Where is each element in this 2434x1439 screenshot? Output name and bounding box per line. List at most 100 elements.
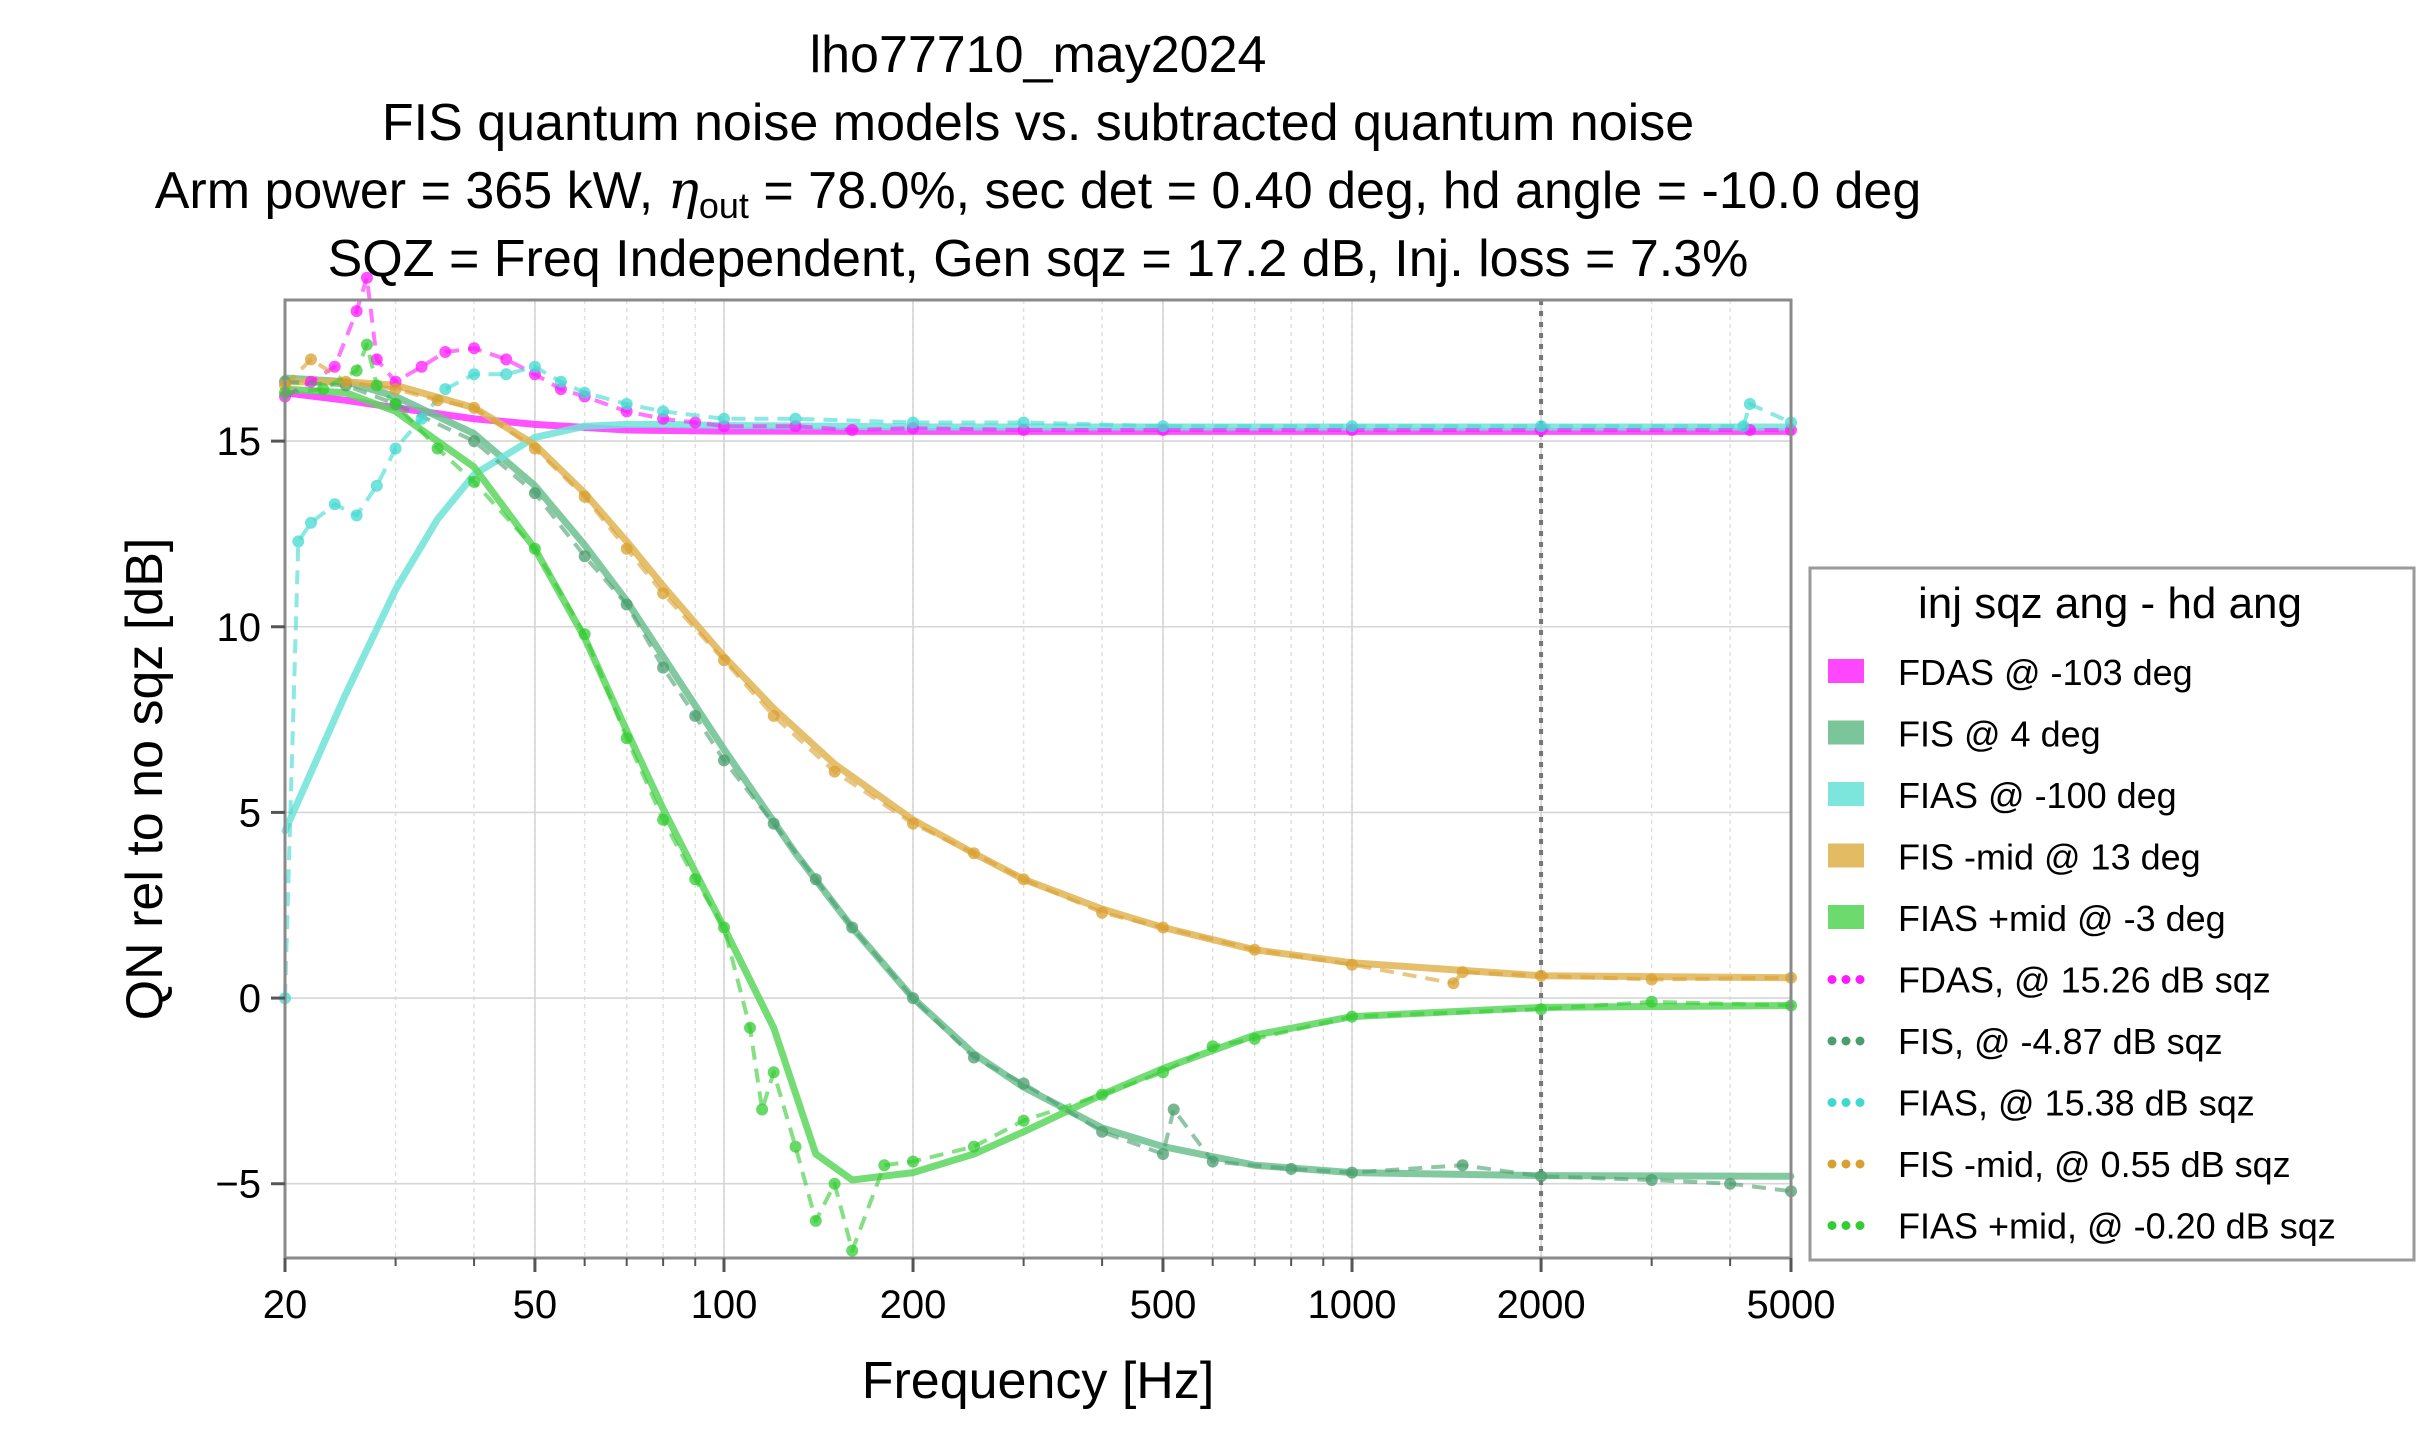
data-point — [389, 383, 402, 396]
data-point — [1535, 1170, 1548, 1183]
data-point — [767, 709, 780, 722]
data-point — [1017, 1114, 1030, 1127]
data-point — [578, 628, 591, 641]
data-point — [620, 732, 633, 745]
data-point — [1017, 873, 1030, 886]
data-point — [528, 360, 541, 373]
axes-ticks: 20 50 100 200 500 1000 2000 5000 −5 0 5 10 15 — [215, 420, 1835, 1327]
legend-swatch — [1828, 843, 1864, 868]
data-point — [500, 368, 513, 381]
title-line-1: lho77710_may2024 — [810, 26, 1267, 84]
data-point — [846, 921, 859, 934]
data-point — [1017, 416, 1030, 429]
data-point — [1157, 420, 1169, 433]
legend-label: FIAS +mid, @ -0.20 dB sqz — [1898, 1206, 2336, 1247]
title-line-3: Arm power = 365 kW, ηout = 78.0%, sec de… — [155, 161, 1922, 226]
y-tick-label: −5 — [215, 1163, 261, 1207]
data-point — [767, 817, 780, 830]
legend-label: FIAS @ -100 deg — [1898, 775, 2177, 816]
data-point — [1248, 1032, 1261, 1045]
y-tick-label: 0 — [239, 977, 261, 1021]
data-point — [528, 542, 541, 555]
data-point — [1248, 943, 1261, 956]
x-tick-label: 1000 — [1308, 1283, 1397, 1327]
data-point — [1456, 1159, 1469, 1172]
data-point — [1096, 906, 1109, 919]
data-point — [1096, 1088, 1109, 1101]
y-axis-label: QN rel to no sqz [dB] — [116, 538, 174, 1021]
data-point — [1456, 966, 1469, 979]
title-line-4: SQZ = Freq Independent, Gen sqz = 17.2 d… — [328, 230, 1749, 288]
data-point — [1645, 995, 1658, 1008]
data-point — [439, 346, 452, 358]
data-point — [1017, 1077, 1030, 1090]
data-point — [1096, 1125, 1109, 1138]
legend-marker — [1827, 1098, 1837, 1107]
data-point — [846, 1244, 859, 1257]
legend-marker — [1841, 975, 1851, 984]
data-point — [828, 765, 841, 778]
data-point — [789, 1140, 802, 1153]
legend-marker — [1827, 1159, 1837, 1169]
x-tick-label: 50 — [513, 1283, 558, 1327]
data-point — [907, 817, 919, 830]
data-point — [689, 873, 702, 886]
data-point — [620, 598, 633, 611]
data-point — [350, 364, 363, 377]
x-tick-label: 5000 — [1747, 1283, 1836, 1327]
title-line-3-rest: = 78.0%, sec det = 0.40 deg, hd angle = … — [749, 162, 1921, 220]
legend-marker — [1827, 975, 1837, 984]
legend-swatch — [1828, 782, 1864, 806]
data-point — [350, 305, 363, 318]
data-point — [350, 509, 363, 522]
data-point — [846, 424, 859, 436]
data-point — [689, 709, 702, 722]
data-point — [1645, 973, 1658, 986]
data-point — [1157, 921, 1169, 934]
data-point — [292, 535, 305, 548]
x-axis-label: Frequency [Hz] — [862, 1352, 1215, 1410]
legend-marker — [1841, 1036, 1851, 1046]
data-point — [468, 401, 481, 414]
data-point — [1346, 1166, 1358, 1179]
legend-title: inj sqz ang - hd ang — [1918, 579, 2302, 628]
data-point — [468, 475, 481, 488]
data-point — [1346, 420, 1358, 433]
data-point — [744, 1021, 756, 1034]
data-point — [718, 754, 730, 767]
legend-label: FIS -mid @ 13 deg — [1898, 837, 2201, 878]
data-point — [370, 353, 383, 366]
plot-frame — [283, 298, 1793, 1260]
data-point — [1346, 1010, 1358, 1023]
data-point — [328, 498, 341, 511]
legend-label: FIAS +mid @ -3 deg — [1898, 898, 2226, 939]
data-point — [370, 479, 383, 492]
data-point — [756, 1103, 769, 1116]
model-line — [281, 378, 1795, 982]
legend-marker — [1855, 1221, 1865, 1230]
data-point — [389, 442, 402, 455]
data-point — [718, 921, 730, 934]
data-point — [578, 386, 591, 399]
data-point — [657, 661, 670, 674]
data-point — [360, 338, 373, 351]
legend-marker — [1827, 1221, 1837, 1230]
data-point — [620, 398, 633, 410]
legend-marker — [1855, 1159, 1865, 1169]
data-point — [439, 383, 452, 396]
data-point — [1743, 398, 1756, 410]
data-point — [554, 375, 567, 388]
data-point — [767, 1066, 780, 1079]
model-line — [281, 420, 1795, 835]
data-point — [1724, 1177, 1737, 1190]
data-point — [1645, 1174, 1658, 1186]
legend-swatch — [1828, 659, 1864, 683]
data-point — [620, 542, 633, 555]
x-tick-label: 2000 — [1497, 1283, 1586, 1327]
data-point — [809, 873, 822, 886]
data-point — [528, 442, 541, 455]
data-point — [907, 1155, 919, 1168]
legend-marker — [1841, 1159, 1851, 1169]
data-point — [718, 412, 730, 425]
data-point — [967, 1051, 980, 1064]
